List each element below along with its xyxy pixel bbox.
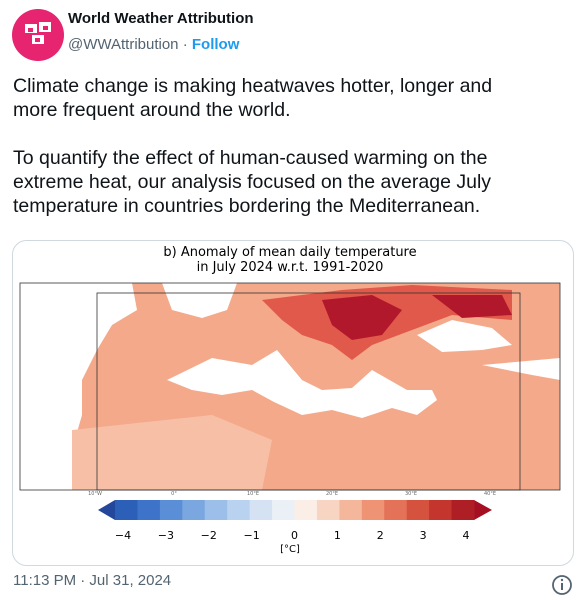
colorbar-cell (316, 500, 340, 520)
tweet-image[interactable]: b) Anomaly of mean daily temperature in … (12, 240, 574, 566)
colorbar-cell (406, 500, 430, 520)
longitude-label: 10°W (88, 491, 102, 497)
colorbar-cell (294, 500, 318, 520)
map (19, 282, 561, 491)
colorbar-tick-label: 4 (463, 529, 470, 542)
colorbar-tick-label: −2 (201, 529, 217, 542)
colorbar-cell (272, 500, 295, 520)
colorbar-tick-label: 2 (377, 529, 384, 542)
colorbar-cell (115, 500, 138, 520)
colorbar-cell (182, 500, 206, 520)
colorbar-tick-label: −4 (115, 529, 131, 542)
colorbar-cell (159, 500, 183, 520)
text-line: more frequent around the world. (13, 99, 291, 121)
colorbar-tick-label: −3 (158, 529, 174, 542)
colorbar-cell (339, 500, 363, 520)
handle-row: @WWAttribution · Follow (68, 36, 239, 53)
info-icon[interactable] (551, 574, 573, 596)
map-title: in July 2024 w.r.t. 1991-2020 (197, 260, 384, 275)
tweet-text: Climate change is making heatwaves hotte… (13, 74, 492, 242)
colorbar-tick-label: −1 (244, 529, 260, 542)
longitude-label: 30°E (405, 491, 417, 497)
longitude-label: 20°E (326, 491, 338, 497)
map-title: b) Anomaly of mean daily temperature (163, 245, 416, 260)
longitude-label: 40°E (484, 491, 496, 497)
text-line: extreme heat, our analysis focused on th… (13, 171, 492, 193)
colorbar-cell (204, 500, 228, 520)
colorbar-arrow (474, 500, 492, 520)
colorbar: −4 −3 −2 −1 0 1 2 3 4 (98, 500, 492, 542)
text-line: Climate change is making heatwaves hotte… (13, 75, 493, 97)
colorbar-cell (249, 500, 273, 520)
follow-button[interactable]: Follow (191, 36, 240, 53)
colorbar-tick-label: 3 (420, 529, 427, 542)
text-line: temperature in countries bordering the M… (13, 195, 481, 217)
avatar[interactable] (12, 9, 64, 61)
handle[interactable]: @WWAttribution (68, 36, 179, 53)
longitude-label: 0° (171, 491, 177, 497)
author-name[interactable]: World Weather Attribution (68, 10, 254, 27)
paragraph: Climate change is making heatwaves hotte… (13, 74, 492, 122)
timestamp[interactable]: 11:13 PM · Jul 31, 2024 (13, 572, 172, 589)
separator: · (182, 36, 188, 53)
colorbar-cell (361, 500, 385, 520)
colorbar-arrow (98, 500, 115, 520)
colorbar-cell (451, 500, 475, 520)
text-line: To quantify the effect of human-caused w… (13, 147, 488, 169)
colorbar-tick-label: 0 (291, 529, 298, 542)
colorbar-cell (429, 500, 453, 520)
colorbar-cell (227, 500, 251, 520)
longitude-label: 10°E (247, 491, 259, 497)
colorbar-unit: [°C] (280, 544, 300, 555)
colorbar-cell (384, 500, 408, 520)
paragraph: To quantify the effect of human-caused w… (13, 146, 492, 218)
colorbar-tick-label: 1 (334, 529, 341, 542)
colorbar-cell (137, 500, 161, 520)
